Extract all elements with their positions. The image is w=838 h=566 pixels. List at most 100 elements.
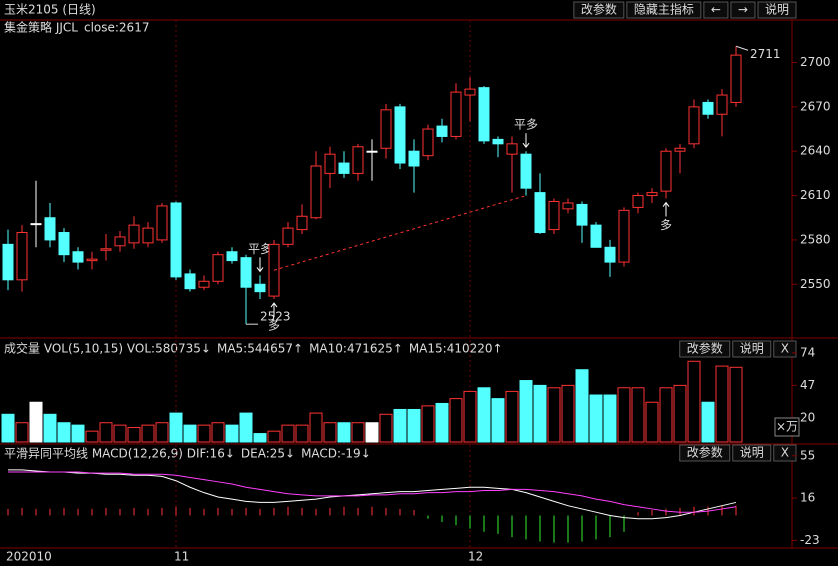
button-box[interactable]	[679, 444, 731, 462]
y-tick-label: 2580	[800, 232, 831, 246]
volume-bar	[561, 384, 575, 443]
button-label[interactable]: 改参数	[687, 341, 723, 356]
button[interactable]: 改参数	[573, 1, 625, 19]
button-box[interactable]	[703, 1, 729, 19]
button-box[interactable]	[679, 340, 731, 358]
volume-bar	[533, 384, 547, 443]
volume-bar	[71, 424, 85, 443]
candle-body	[254, 283, 266, 293]
candle-body	[240, 257, 252, 288]
candle-body	[30, 223, 42, 226]
button-label[interactable]: 说明	[765, 2, 789, 17]
candle-body	[450, 91, 462, 137]
candle-body	[632, 195, 644, 208]
button[interactable]: 改参数	[679, 444, 731, 462]
legend-entry: MA5:544657↑	[217, 342, 303, 356]
low-label: 2523	[260, 310, 291, 324]
button-label[interactable]: 说明	[740, 341, 764, 356]
button[interactable]: X	[773, 444, 797, 462]
candle-body	[226, 251, 238, 262]
candle-body	[212, 254, 224, 282]
candle-body	[534, 192, 546, 234]
candle-body	[520, 153, 532, 189]
volume-bar	[113, 424, 127, 443]
volume-bar	[547, 387, 561, 443]
volume-bar	[155, 422, 169, 443]
high-label: 2711	[750, 47, 781, 61]
button-label[interactable]: →	[738, 3, 748, 17]
button-box[interactable]	[626, 1, 702, 19]
volume-bar	[57, 422, 71, 443]
signal-arrow	[662, 201, 670, 217]
volume-bar	[575, 369, 589, 443]
candle-body	[86, 258, 98, 262]
candle-body	[436, 125, 448, 137]
volume-bar	[197, 424, 211, 443]
button-label[interactable]: 改参数	[581, 2, 617, 17]
button-label[interactable]: 说明	[740, 445, 764, 460]
y-tick-label: 2610	[800, 188, 831, 202]
button-box[interactable]	[773, 444, 797, 462]
volume-bar	[701, 401, 715, 443]
button[interactable]: 改参数	[679, 340, 731, 358]
candle-body	[156, 205, 168, 241]
button[interactable]: →	[730, 1, 756, 19]
unit-label: ×万	[776, 420, 798, 434]
volume-bar	[449, 398, 463, 443]
y-tick-label: 2640	[800, 144, 831, 158]
chart-title: 玉米2105 (日线)	[4, 3, 96, 17]
button-label[interactable]: 隐藏主指标	[634, 2, 694, 17]
candle-body	[16, 232, 28, 281]
button-box[interactable]	[573, 1, 625, 19]
signal-label: 平多	[248, 242, 272, 256]
candle-body	[394, 106, 406, 164]
volume-bar	[337, 422, 351, 443]
button[interactable]: X	[773, 340, 797, 358]
legend-entry: MA10:471625↑	[309, 342, 403, 356]
button-label[interactable]: ←	[711, 3, 721, 17]
candle-body	[170, 202, 182, 278]
button-box[interactable]	[732, 340, 772, 358]
volume-bar	[239, 412, 253, 443]
macd-line	[8, 469, 737, 520]
volume-bar	[351, 422, 365, 443]
button-box[interactable]	[773, 340, 797, 358]
y-tick-label: 2700	[800, 55, 831, 69]
button[interactable]: 说明	[732, 444, 772, 462]
candle-body	[352, 146, 364, 174]
button-box[interactable]	[732, 444, 772, 462]
volume-bar	[519, 380, 533, 443]
button[interactable]: 隐藏主指标	[626, 1, 702, 19]
button-label[interactable]: X	[781, 446, 789, 460]
y-tick-label: -23	[800, 533, 820, 547]
candle-body	[618, 209, 630, 263]
button-box[interactable]	[757, 1, 797, 19]
button[interactable]: 说明	[732, 340, 772, 358]
volume-bar	[141, 424, 155, 443]
button[interactable]: ←	[703, 1, 729, 19]
legend-entry: DEA:25↓	[241, 447, 295, 461]
volume-bar	[421, 405, 435, 443]
button-label[interactable]: X	[781, 342, 789, 356]
volume-bar	[687, 360, 701, 443]
candle-body	[730, 54, 742, 103]
button[interactable]: 说明	[757, 1, 797, 19]
y-tick-label: 16	[800, 491, 815, 505]
volume-bar	[183, 424, 197, 443]
candle-body	[380, 109, 392, 149]
candle-body	[506, 143, 518, 155]
volume-bar	[1, 413, 15, 443]
candle-body	[548, 200, 560, 231]
volume-bar	[729, 366, 743, 443]
candle-body	[310, 165, 322, 219]
candle-body	[44, 217, 56, 241]
button-box[interactable]	[730, 1, 756, 19]
button-label[interactable]: 改参数	[687, 445, 723, 460]
macd-line	[8, 471, 737, 513]
volume-bar	[323, 422, 337, 443]
volume-bar	[435, 402, 449, 443]
candle-body	[58, 232, 70, 256]
candle-body	[478, 87, 490, 142]
candle-body	[576, 203, 588, 226]
candle-body	[100, 248, 112, 251]
